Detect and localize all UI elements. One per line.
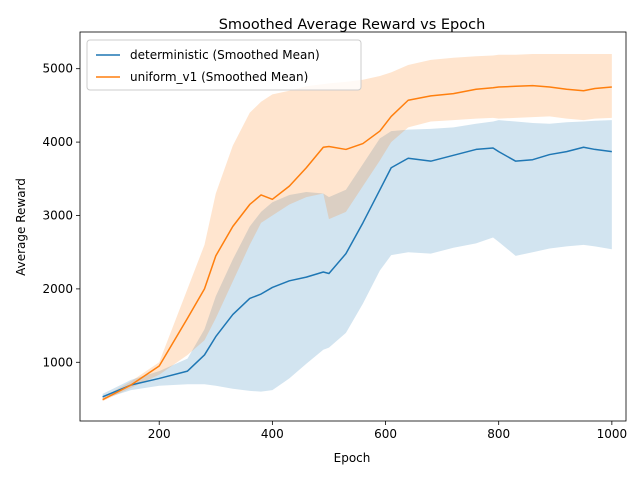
x-tick-label: 600: [374, 427, 397, 441]
x-axis-label: Epoch: [334, 451, 371, 465]
y-tick-label: 1000: [42, 355, 73, 369]
series-band-1: [102, 120, 612, 399]
series-lines: [102, 84, 612, 401]
legend-label-1: deterministic (Smoothed Mean): [130, 48, 320, 62]
confidence-bands: [102, 54, 612, 402]
x-axis-ticks: 200 400 600 800 1000: [148, 421, 627, 441]
series-line-2: [102, 84, 612, 401]
x-tick-label: 200: [148, 427, 171, 441]
y-axis-ticks: 1000 2000 3000 4000 5000: [42, 62, 80, 369]
legend: deterministic (Smoothed Mean) uniform_v1 …: [86, 39, 362, 91]
x-tick-label: 1000: [597, 427, 628, 441]
legend-label-2: uniform_v1 (Smoothed Mean): [130, 70, 308, 84]
x-tick-label: 400: [261, 427, 284, 441]
x-tick-label: 800: [487, 427, 510, 441]
y-tick-label: 3000: [42, 208, 73, 222]
chart-title: Smoothed Average Reward vs Epoch: [219, 17, 486, 33]
y-tick-label: 4000: [42, 135, 73, 149]
y-tick-label: 5000: [42, 62, 73, 76]
y-axis-label: Average Reward: [14, 178, 28, 276]
series-line-1: [102, 146, 612, 398]
plot-frame: [79, 31, 627, 422]
legend-box: [86, 39, 362, 91]
y-tick-label: 2000: [42, 282, 73, 296]
